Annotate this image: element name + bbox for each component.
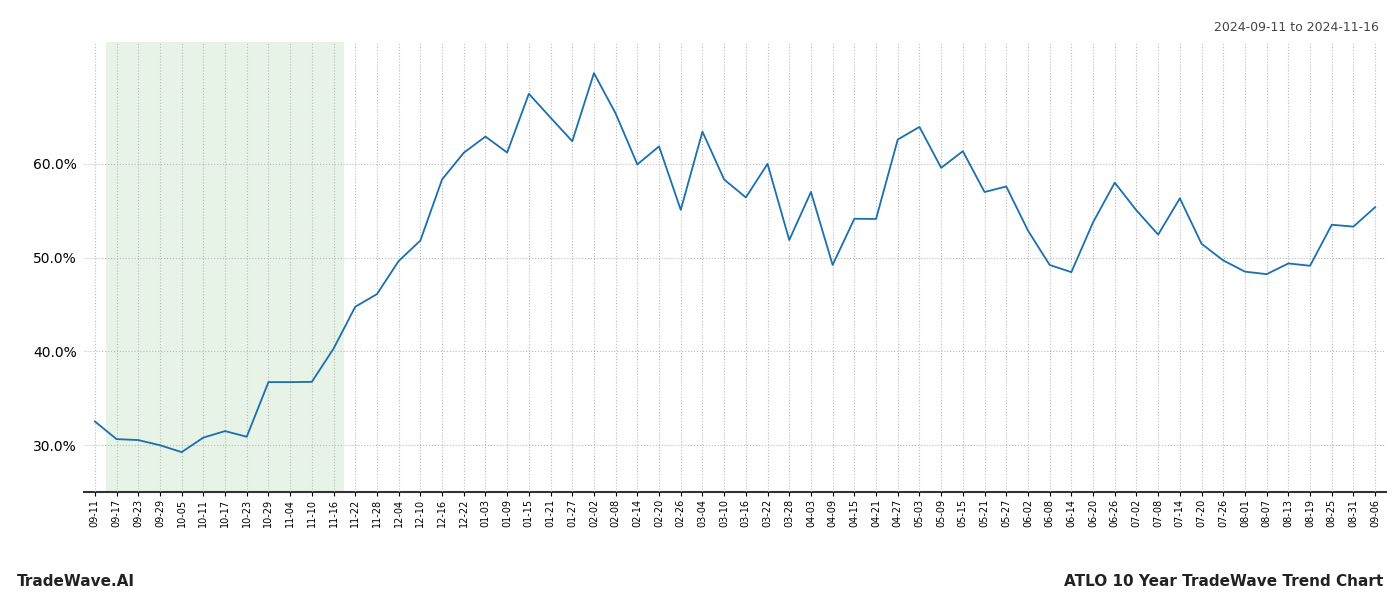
Text: TradeWave.AI: TradeWave.AI	[17, 574, 134, 589]
Bar	[106, 42, 344, 492]
Text: 2024-09-11 to 2024-11-16: 2024-09-11 to 2024-11-16	[1214, 21, 1379, 34]
Text: ATLO 10 Year TradeWave Trend Chart: ATLO 10 Year TradeWave Trend Chart	[1064, 574, 1383, 589]
